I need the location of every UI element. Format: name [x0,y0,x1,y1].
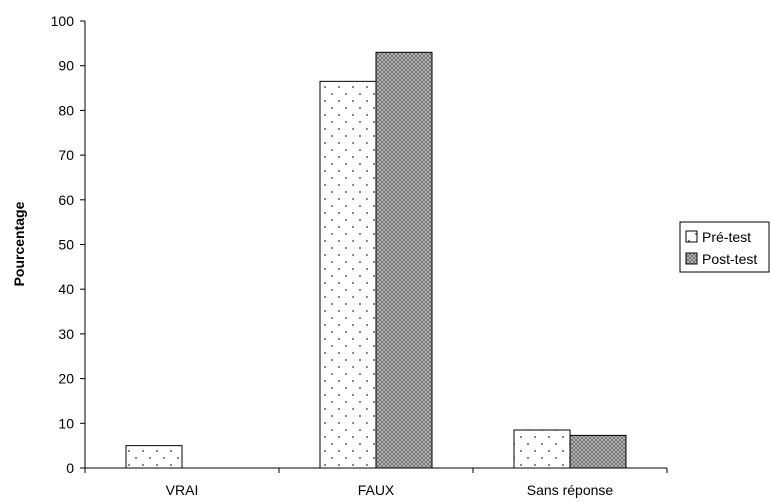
legend-swatch [685,252,698,265]
y-tick-label: 70 [58,147,74,163]
legend-label: Post-test [702,251,757,267]
y-tick-label: 20 [58,371,74,387]
bar-post-test [569,434,627,469]
y-tick-label: 60 [58,192,74,208]
y-tick-label: 40 [58,281,74,297]
y-tick-label: 80 [58,102,74,118]
legend-swatch [685,230,698,243]
legend-label: Pré-test [702,229,751,245]
y-tick-label: 90 [58,58,74,74]
bar-pre-test [319,80,377,469]
y-axis: 0 10 20 30 40 50 60 70 80 90 100 [51,13,86,476]
y-tick-label: 50 [58,237,74,253]
x-tick-label: VRAI [166,482,199,498]
bar-post-test [375,51,433,469]
x-tick-label: Sans réponse [527,482,614,498]
y-tick-label: 10 [58,415,74,431]
y-tick-label: 30 [58,326,74,342]
legend: Pré-test Post-test [679,221,770,273]
y-tick-label: 0 [66,460,74,476]
y-axis-title: Pourcentage [11,201,27,286]
x-axis: VRAI FAUX Sans réponse [84,467,668,498]
bar-pre-test [125,445,183,469]
y-tick-label: 100 [51,13,75,29]
x-tick-label: FAUX [358,482,395,498]
bar-pre-test [513,429,571,469]
bars [125,51,627,469]
